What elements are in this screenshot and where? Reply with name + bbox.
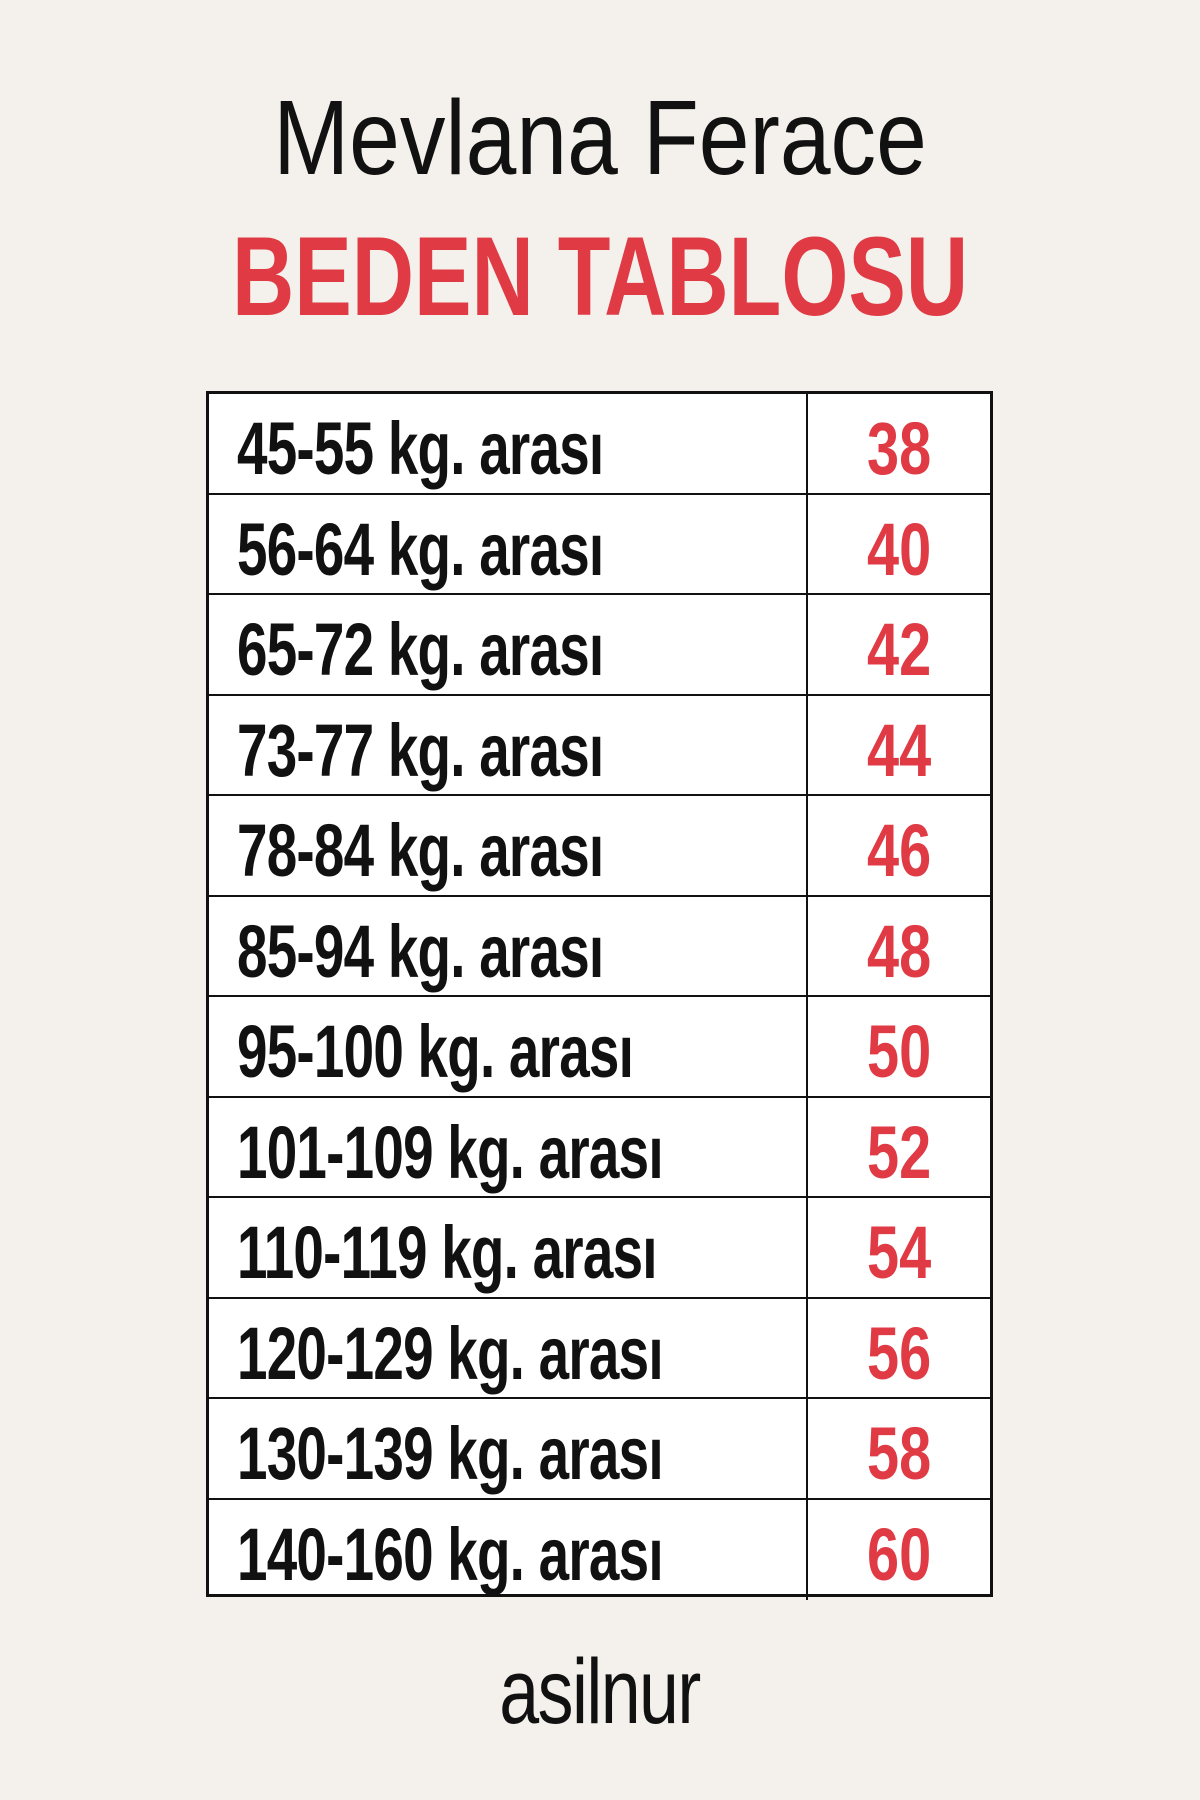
table-row: 56-64 kg. arası 40 (209, 494, 990, 595)
size-value: 58 (867, 1412, 932, 1495)
size-value: 38 (867, 407, 932, 490)
size-chart-title: BEDEN TABLOSU (231, 214, 969, 339)
weight-range: 73-77 kg. arası (237, 708, 604, 792)
column-divider (806, 796, 808, 895)
column-divider (806, 1499, 808, 1600)
column-divider (806, 595, 808, 694)
size-table: 45-55 kg. arası 38 56-64 kg. arası 40 65-72 … (206, 391, 993, 1600)
table-row: 120-129 kg. arası 56 (209, 1298, 990, 1399)
column-divider (806, 494, 808, 593)
weight-range: 140-160 kg. arası (237, 1512, 664, 1596)
size-value: 42 (867, 608, 932, 691)
size-value: 50 (867, 1010, 932, 1093)
size-value: 48 (867, 909, 932, 993)
column-divider (806, 997, 808, 1096)
column-divider (806, 1399, 808, 1498)
size-value: 44 (867, 708, 932, 792)
column-divider (806, 394, 808, 493)
table-row: 140-160 kg. arası 60 (209, 1499, 990, 1600)
column-divider (806, 896, 808, 995)
table-row: 65-72 kg. arası 42 (209, 595, 990, 696)
weight-range: 95-100 kg. arası (237, 1010, 634, 1093)
table-row: 45-55 kg. arası 38 (209, 394, 990, 495)
size-value: 52 (867, 1110, 932, 1194)
table-row: 130-139 kg. arası 58 (209, 1399, 990, 1500)
weight-range: 120-129 kg. arası (237, 1311, 664, 1395)
brand-logo: asilnur (0, 1640, 1200, 1745)
product-title: Mevlana Ferace (273, 79, 927, 197)
size-value: 46 (867, 809, 932, 892)
weight-range: 65-72 kg. arası (237, 608, 604, 691)
weight-range: 110-119 kg. arası (237, 1211, 658, 1294)
table-row: 73-77 kg. arası 44 (209, 695, 990, 796)
weight-range: 85-94 kg. arası (237, 909, 604, 993)
weight-range: 78-84 kg. arası (237, 809, 604, 892)
weight-range: 56-64 kg. arası (237, 507, 604, 591)
table-row: 95-100 kg. arası 50 (209, 997, 990, 1098)
logo-text: asilnur (499, 1641, 702, 1743)
table-row: 101-109 kg. arası 52 (209, 1097, 990, 1198)
table-row: 110-119 kg. arası 54 (209, 1198, 990, 1299)
size-value: 40 (867, 507, 932, 591)
weight-range: 130-139 kg. arası (237, 1412, 664, 1495)
column-divider (806, 1097, 808, 1196)
column-divider (806, 1198, 808, 1297)
column-divider (806, 1298, 808, 1397)
size-value: 60 (867, 1512, 932, 1596)
table-row: 85-94 kg. arası 48 (209, 896, 990, 997)
column-divider (806, 695, 808, 794)
table-row: 78-84 kg. arası 46 (209, 796, 990, 897)
size-value: 56 (867, 1311, 932, 1395)
weight-range: 45-55 kg. arası (237, 407, 604, 490)
size-value: 54 (867, 1211, 932, 1294)
weight-range: 101-109 kg. arası (237, 1110, 664, 1194)
